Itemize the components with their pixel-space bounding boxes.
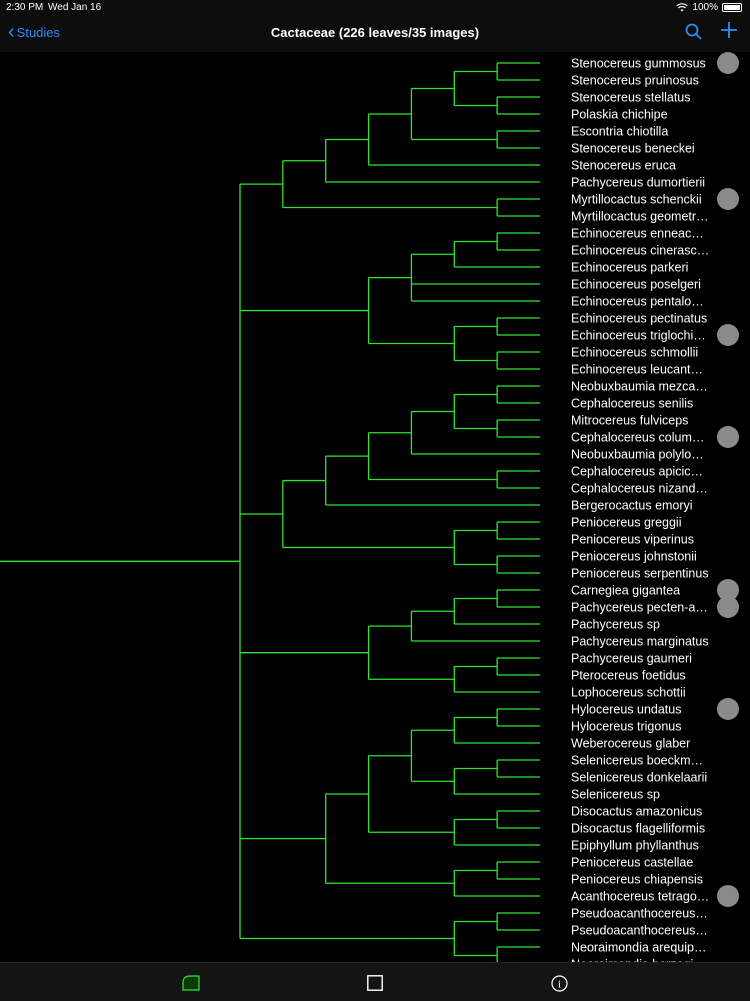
leaf-label[interactable]: Polaskia chichipe	[571, 108, 668, 122]
image-marker-icon[interactable]	[717, 426, 739, 448]
battery-percent: 100%	[692, 2, 718, 13]
leaf-label[interactable]: Echinocereus pectinatus	[571, 312, 707, 326]
leaf-label[interactable]: Disocactus amazonicus	[571, 805, 702, 819]
leaf-label[interactable]: Cephalocereus apicic…	[571, 465, 703, 479]
leaf-label[interactable]: Pachycereus sp	[571, 618, 660, 632]
leaf-label[interactable]: Escontria chiotilla	[571, 125, 668, 139]
leaf-label[interactable]: Neobuxbaumia polylo…	[571, 448, 704, 462]
search-icon[interactable]	[684, 22, 704, 42]
leaf-label[interactable]: Stenocereus gummosus	[571, 57, 706, 71]
leaf-label[interactable]: Weberocereus glaber	[571, 737, 690, 751]
leaf-label[interactable]: Cephalocereus colum…	[571, 431, 704, 445]
image-marker-icon[interactable]	[717, 596, 739, 618]
leaf-label[interactable]: Myrtillocactus geometr…	[571, 210, 709, 224]
leaf-label[interactable]: Selenicereus sp	[571, 788, 660, 802]
image-marker-icon[interactable]	[717, 698, 739, 720]
leaf-label[interactable]: Carnegiea gigantea	[571, 584, 680, 598]
leaf-label[interactable]: Myrtillocactus schenckii	[571, 193, 702, 207]
info-icon[interactable]: i	[551, 975, 568, 992]
leaf-label[interactable]: Echinocereus schmollii	[571, 346, 698, 360]
leaf-label[interactable]: Neoraimondia arequip…	[571, 941, 707, 955]
leaf-label[interactable]: Epiphyllum phyllanthus	[571, 839, 699, 853]
leaf-label[interactable]: Pachycereus gaumeri	[571, 652, 692, 666]
leaf-label[interactable]: Pachycereus marginatus	[571, 635, 709, 649]
status-right: 100%	[676, 2, 742, 13]
leaf-label[interactable]: Peniocereus serpentinus	[571, 567, 709, 581]
svg-text:i: i	[558, 979, 561, 991]
leaf-label[interactable]: Neobuxbaumia mezca…	[571, 380, 708, 394]
leaf-label[interactable]: Echinocereus pentalo…	[571, 295, 704, 309]
leaf-label[interactable]: Peniocereus johnstonii	[571, 550, 697, 564]
leaf-label[interactable]: Echinocereus enneac…	[571, 227, 704, 241]
leaf-label[interactable]: Disocactus flagelliformis	[571, 822, 705, 836]
image-marker-icon[interactable]	[717, 579, 739, 601]
leaf-label[interactable]: Lophocereus schottii	[571, 686, 686, 700]
leaf-label[interactable]: Pseudoacanthocereus…	[571, 907, 708, 921]
leaf-label[interactable]: Peniocereus greggii	[571, 516, 682, 530]
leaf-label[interactable]: Selenicereus boeckm…	[571, 754, 703, 768]
square-icon[interactable]	[367, 975, 383, 991]
leaf-label[interactable]: Peniocereus viperinus	[571, 533, 694, 547]
leaf-label[interactable]: Cephalocereus nizand…	[571, 482, 708, 496]
back-button[interactable]: ‹ Studies	[8, 21, 61, 43]
leaf-label[interactable]: Bergerocactus emoryi	[571, 499, 693, 513]
status-time: 2:30 PM	[6, 2, 44, 13]
leaf-label[interactable]: Selenicereus donkelaarii	[571, 771, 707, 785]
leaf-label[interactable]: Stenocereus eruca	[571, 159, 676, 173]
image-marker-icon[interactable]	[717, 188, 739, 210]
plus-icon[interactable]	[718, 19, 740, 41]
leaf-label[interactable]: Pachycereus dumortierii	[571, 176, 705, 190]
leaf-label[interactable]: Mitrocereus fulviceps	[571, 414, 688, 428]
battery-icon	[722, 3, 742, 12]
wifi-icon	[676, 3, 689, 12]
bottom-toolbar: i	[0, 962, 750, 1001]
image-marker-icon[interactable]	[717, 52, 739, 74]
status-bar: 2:30 PM Wed Jan 16 100%	[0, 0, 750, 14]
leaf-label[interactable]: Echinocereus parkeri	[571, 261, 688, 275]
leaf-label[interactable]: Cephalocereus senilis	[571, 397, 693, 411]
leaf-label[interactable]: Echinocereus triglochi…	[571, 329, 706, 343]
leaf-label[interactable]: Peniocereus castellae	[571, 856, 693, 870]
page-title: Cactaceae (226 leaves/35 images)	[270, 25, 480, 40]
back-button-label: Studies	[16, 24, 61, 40]
leaf-label[interactable]: Stenocereus pruinosus	[571, 74, 699, 88]
leaf-label[interactable]: Neoraimondia herzogi…	[571, 958, 706, 963]
leaf-label[interactable]: Stenocereus stellatus	[571, 91, 691, 105]
leaf-label[interactable]: Pachycereus pecten-a…	[571, 601, 708, 615]
image-marker-icon[interactable]	[717, 885, 739, 907]
status-date: Wed Jan 16	[48, 2, 102, 13]
leaf-label[interactable]: Echinocereus leucant…	[571, 363, 703, 377]
tree-view-icon[interactable]	[182, 975, 200, 991]
leaf-label[interactable]: Pterocereus foetidus	[571, 669, 686, 683]
leaf-label[interactable]: Stenocereus beneckei	[571, 142, 695, 156]
leaf-label[interactable]: Hylocereus trigonus	[571, 720, 681, 734]
leaf-label[interactable]: Echinocereus poselgeri	[571, 278, 701, 292]
leaf-label[interactable]: Pseudoacanthocereus…	[571, 924, 708, 938]
chevron-left-icon: ‹	[8, 21, 15, 43]
leaf-label[interactable]: Peniocereus chiapensis	[571, 873, 703, 887]
image-marker-icon[interactable]	[717, 324, 739, 346]
leaf-label[interactable]: Echinocereus cinerasc…	[571, 244, 709, 258]
leaf-label[interactable]: Acanthocereus tetrago…	[571, 890, 709, 904]
phylogenetic-tree[interactable]: Stenocereus gummosus Stenocereus pruinosu…	[0, 52, 750, 962]
nav-bar: ‹ Studies Cactaceae (226 leaves/35 image…	[0, 14, 750, 52]
leaf-label[interactable]: Hylocereus undatus	[571, 703, 681, 717]
